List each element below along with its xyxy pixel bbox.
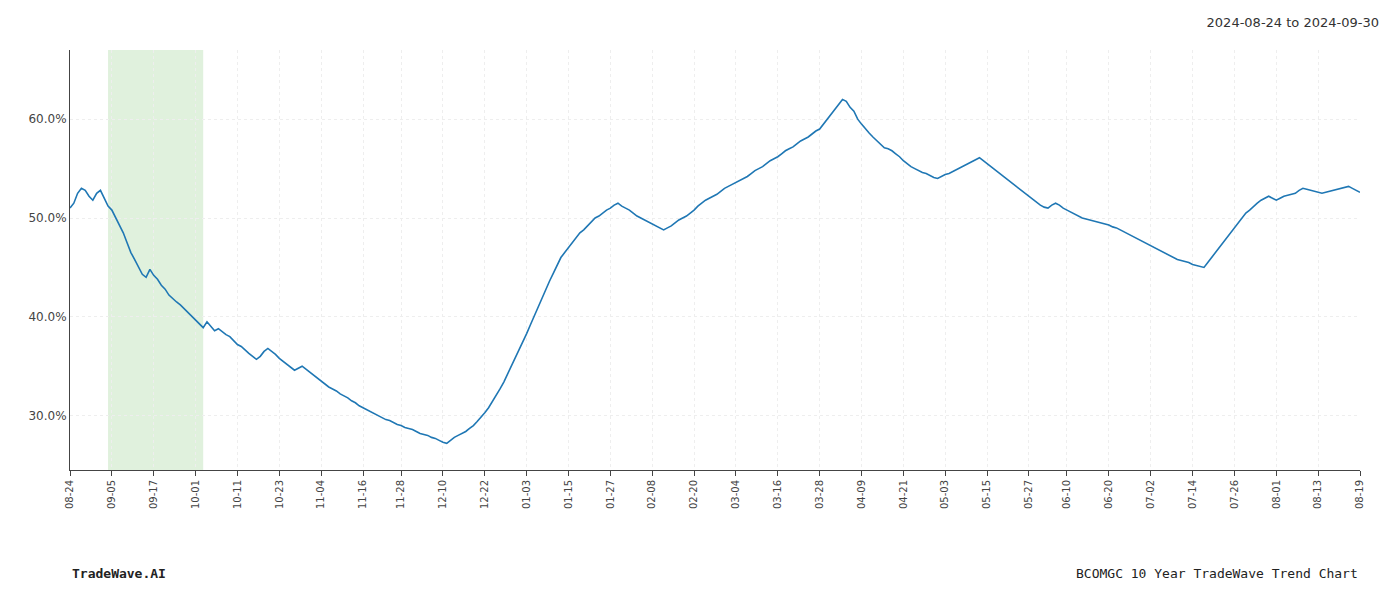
svg-text:03-28: 03-28 (814, 480, 825, 509)
svg-text:08-13: 08-13 (1312, 480, 1323, 509)
svg-text:09-17: 09-17 (148, 480, 159, 509)
svg-text:03-04: 03-04 (730, 480, 741, 509)
svg-text:02-08: 02-08 (646, 480, 657, 509)
svg-text:30.0%: 30.0% (28, 409, 66, 423)
svg-text:TradeWave.AI: TradeWave.AI (72, 566, 166, 581)
svg-text:08-24: 08-24 (64, 480, 75, 509)
svg-text:11-16: 11-16 (357, 480, 368, 509)
svg-text:01-15: 01-15 (563, 480, 574, 509)
svg-text:10-23: 10-23 (274, 480, 285, 509)
svg-text:02-20: 02-20 (688, 480, 699, 509)
svg-text:08-19: 08-19 (1354, 480, 1365, 509)
svg-text:11-28: 11-28 (395, 480, 406, 509)
svg-text:60.0%: 60.0% (28, 112, 66, 126)
svg-text:40.0%: 40.0% (28, 310, 66, 324)
svg-text:09-05: 09-05 (106, 480, 117, 509)
svg-text:03-16: 03-16 (772, 480, 783, 509)
svg-text:04-21: 04-21 (898, 480, 909, 509)
svg-text:12-22: 12-22 (479, 480, 490, 509)
svg-text:07-14: 07-14 (1187, 480, 1198, 509)
svg-text:05-15: 05-15 (981, 480, 992, 509)
svg-text:50.0%: 50.0% (28, 211, 66, 225)
svg-text:07-02: 07-02 (1145, 480, 1156, 509)
svg-text:01-03: 01-03 (521, 480, 532, 509)
svg-text:01-27: 01-27 (605, 480, 616, 509)
svg-text:10-11: 10-11 (232, 480, 243, 509)
svg-text:BCOMGC 10 Year TradeWave Trend: BCOMGC 10 Year TradeWave Trend Chart (1076, 566, 1358, 581)
svg-text:04-09: 04-09 (856, 480, 867, 509)
svg-text:06-20: 06-20 (1103, 480, 1114, 509)
svg-text:2024-08-24 to 2024-09-30: 2024-08-24 to 2024-09-30 (1207, 15, 1379, 30)
svg-text:06-10: 06-10 (1061, 480, 1072, 509)
svg-text:12-10: 12-10 (437, 480, 448, 509)
svg-text:10-01: 10-01 (190, 480, 201, 509)
svg-text:05-27: 05-27 (1023, 480, 1034, 509)
svg-text:05-03: 05-03 (939, 480, 950, 509)
svg-text:08-01: 08-01 (1271, 480, 1282, 509)
svg-text:07-26: 07-26 (1229, 480, 1240, 509)
svg-text:11-04: 11-04 (315, 480, 326, 509)
